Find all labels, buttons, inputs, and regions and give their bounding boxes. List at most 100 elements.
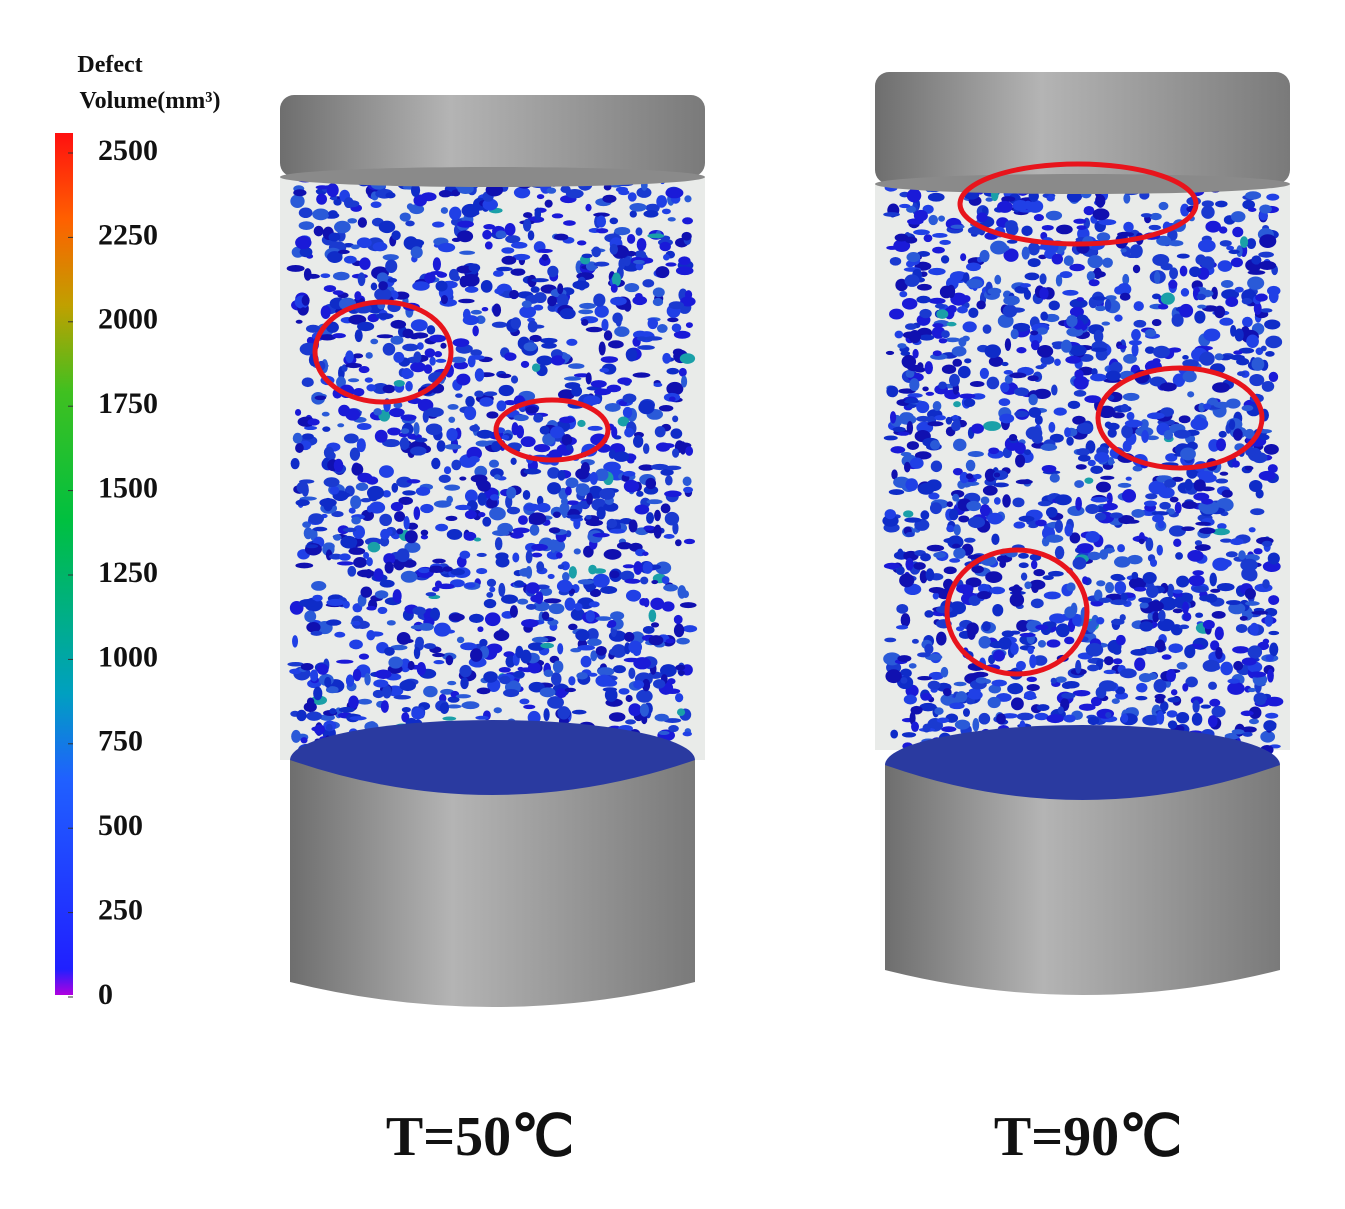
defect bbox=[1076, 422, 1094, 435]
defect bbox=[1145, 537, 1154, 552]
defect bbox=[1086, 620, 1097, 633]
defect bbox=[1105, 370, 1121, 382]
defect bbox=[977, 583, 991, 594]
defect bbox=[1021, 225, 1033, 237]
defect bbox=[437, 242, 456, 253]
defect bbox=[1151, 511, 1169, 516]
defect bbox=[1185, 594, 1193, 603]
defect bbox=[909, 711, 916, 726]
defect bbox=[468, 613, 484, 624]
defect bbox=[512, 527, 530, 534]
defect bbox=[438, 583, 455, 590]
defect bbox=[1265, 335, 1283, 349]
defect bbox=[464, 286, 479, 293]
defect bbox=[968, 307, 979, 319]
defect bbox=[1214, 305, 1226, 319]
defect bbox=[1090, 373, 1107, 382]
colorbar-title: Volume(mm³) bbox=[80, 88, 221, 114]
defect bbox=[1197, 470, 1214, 480]
defect bbox=[626, 250, 637, 257]
defect bbox=[337, 249, 350, 254]
defect bbox=[978, 636, 991, 649]
defect bbox=[399, 679, 417, 692]
defect bbox=[905, 557, 914, 571]
defect bbox=[588, 601, 600, 608]
defect bbox=[642, 279, 655, 288]
defect bbox=[1028, 393, 1038, 406]
defect bbox=[412, 606, 426, 616]
defect bbox=[883, 562, 900, 570]
defect bbox=[349, 716, 367, 721]
defect bbox=[552, 660, 564, 674]
defect bbox=[1049, 433, 1064, 443]
defect bbox=[1191, 712, 1203, 726]
defect bbox=[531, 363, 541, 372]
defect bbox=[1094, 589, 1103, 601]
defect bbox=[636, 336, 647, 341]
defect bbox=[1072, 415, 1086, 425]
defect bbox=[940, 666, 949, 678]
defect bbox=[929, 440, 941, 450]
defect bbox=[376, 334, 394, 339]
defect bbox=[472, 325, 479, 337]
defect bbox=[557, 293, 569, 308]
defect bbox=[897, 431, 910, 436]
defect bbox=[675, 664, 686, 671]
defect bbox=[464, 406, 477, 421]
defect bbox=[603, 461, 621, 473]
defect bbox=[404, 530, 418, 544]
defect bbox=[1004, 220, 1018, 231]
defect bbox=[1085, 643, 1104, 657]
defect bbox=[897, 655, 912, 662]
defect bbox=[357, 272, 366, 287]
defect bbox=[1098, 597, 1112, 603]
defect bbox=[403, 516, 410, 530]
defect bbox=[973, 473, 982, 480]
defect bbox=[1168, 280, 1178, 289]
defect bbox=[580, 461, 590, 475]
defect bbox=[350, 495, 362, 510]
defect bbox=[1073, 390, 1087, 397]
defect bbox=[1212, 382, 1230, 393]
defect bbox=[1261, 380, 1275, 392]
defect bbox=[1087, 716, 1100, 726]
defect bbox=[1007, 683, 1024, 695]
defect bbox=[568, 566, 577, 579]
defect bbox=[1230, 211, 1246, 223]
defect bbox=[583, 395, 601, 406]
defect bbox=[1045, 506, 1058, 518]
defect bbox=[323, 477, 340, 488]
defect bbox=[1019, 632, 1036, 638]
defect bbox=[564, 486, 572, 496]
defect bbox=[928, 297, 946, 304]
defect bbox=[886, 245, 899, 250]
defect bbox=[948, 601, 967, 615]
defect bbox=[673, 330, 691, 339]
defect bbox=[464, 510, 477, 520]
defect bbox=[1013, 521, 1026, 529]
defect bbox=[988, 447, 1000, 455]
defect bbox=[468, 263, 481, 272]
defect bbox=[904, 399, 919, 404]
defect bbox=[519, 698, 530, 705]
defect bbox=[603, 502, 619, 512]
colorbar-tick-label: 250 bbox=[98, 893, 143, 926]
colorbar-tick-label: 1250 bbox=[98, 556, 158, 589]
defect bbox=[446, 529, 463, 540]
defect bbox=[1249, 373, 1265, 387]
defect bbox=[1074, 480, 1085, 488]
defect bbox=[1189, 266, 1201, 278]
defect bbox=[637, 345, 655, 350]
defect bbox=[343, 255, 357, 264]
defect bbox=[992, 603, 1004, 617]
defect bbox=[1268, 595, 1280, 606]
defect bbox=[411, 707, 425, 720]
defect bbox=[622, 564, 635, 569]
defect bbox=[422, 410, 429, 423]
defect bbox=[374, 429, 388, 443]
defect bbox=[962, 321, 977, 333]
defect bbox=[489, 494, 500, 501]
defect bbox=[913, 209, 928, 222]
defect bbox=[406, 479, 421, 484]
defect bbox=[585, 372, 592, 385]
